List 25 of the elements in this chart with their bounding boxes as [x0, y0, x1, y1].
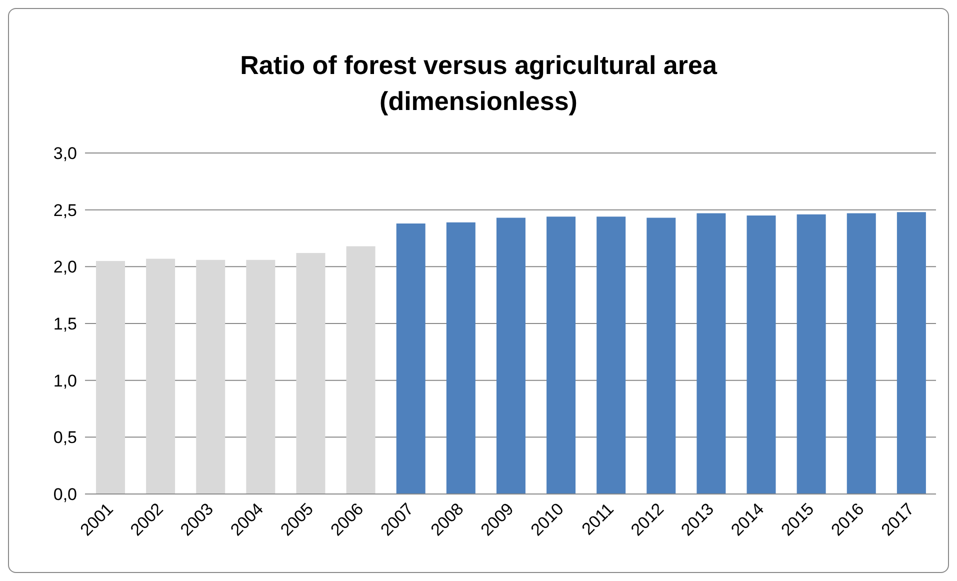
- y-tick-label: 3,0: [53, 144, 77, 164]
- bar: [496, 218, 526, 494]
- bar: [746, 216, 776, 494]
- bar: [796, 214, 826, 494]
- chart-title: Ratio of forest versus agricultural area (dimensionless): [239, 49, 718, 118]
- bar: [596, 216, 626, 494]
- bar: [846, 213, 876, 494]
- bar: [196, 260, 226, 494]
- bar: [896, 212, 926, 494]
- bar: [146, 258, 176, 494]
- y-tick-label: 0,5: [53, 428, 77, 448]
- bar: [346, 246, 376, 494]
- bar: [246, 260, 276, 494]
- y-tick-label: 1,5: [53, 314, 77, 334]
- bar: [396, 223, 426, 494]
- y-tick-label: 0,0: [53, 485, 77, 504]
- bar: [446, 222, 476, 494]
- bar: [546, 216, 576, 494]
- y-tick-label: 2,5: [53, 200, 77, 220]
- y-tick-label: 1,0: [53, 371, 77, 390]
- bar: [296, 253, 326, 494]
- bar: [646, 218, 676, 494]
- bar: [96, 260, 125, 494]
- bar: [696, 213, 726, 494]
- y-tick-label: 2,0: [53, 258, 77, 277]
